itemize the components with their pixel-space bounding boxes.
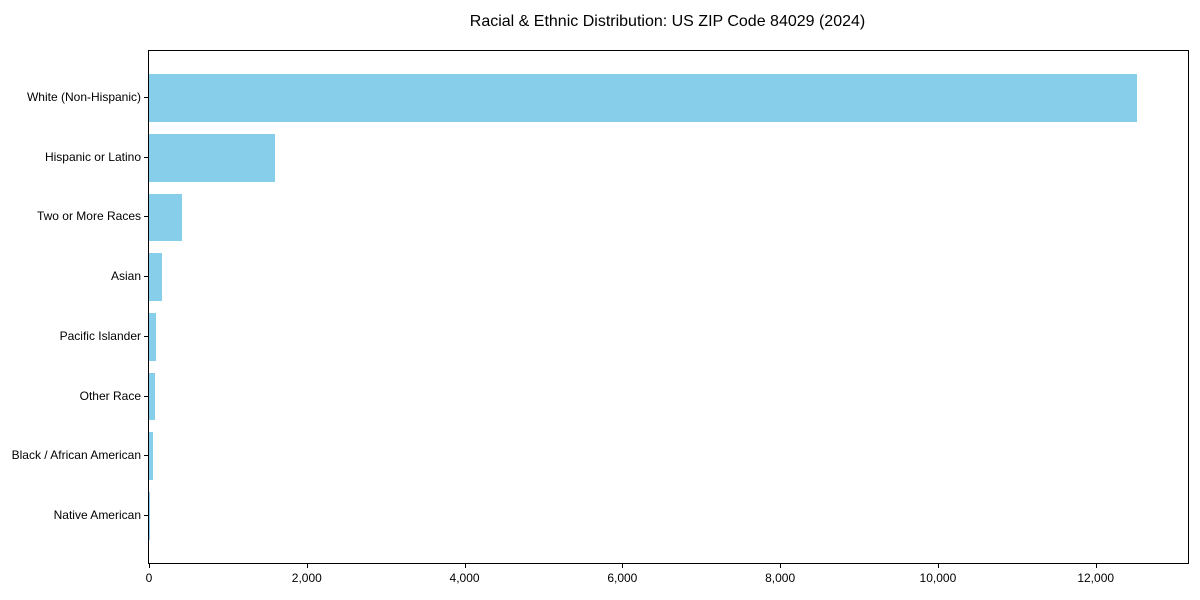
y-tick-label-pacific-islander: Pacific Islander: [59, 328, 141, 343]
y-tick-mark: [144, 276, 148, 278]
x-tick-mark: [780, 564, 782, 568]
x-tick-mark: [149, 564, 150, 568]
y-tick-label-native-american: Native American: [53, 507, 141, 522]
bar-hispanic-or-latino: [149, 133, 276, 182]
x-tick-mark: [306, 564, 308, 568]
x-tick-label-8000: 8,000: [765, 571, 796, 585]
y-tick-mark: [144, 335, 148, 337]
y-tick-mark: [144, 156, 148, 158]
y-tick-label-two-or-more-races: Two or More Races: [36, 209, 141, 224]
y-tick-mark: [144, 514, 148, 516]
x-tick-mark: [464, 564, 466, 568]
x-tick-label-12000: 12,000: [1077, 571, 1115, 585]
x-tick-label-4000: 4,000: [449, 571, 480, 585]
x-tick-mark: [937, 564, 939, 568]
y-tick-mark: [144, 216, 148, 218]
bar-native-american: [149, 491, 150, 540]
y-tick-label-other-race: Other Race: [79, 388, 141, 403]
y-tick-label-black-african-american: Black / African American: [11, 448, 141, 463]
bar-black-african-american: [149, 432, 153, 481]
y-tick-label-white-non-hispanic: White (Non-Hispanic): [26, 90, 141, 105]
y-tick-label-hispanic-or-latino: Hispanic or Latino: [44, 149, 141, 164]
chart-title: Racial & Ethnic Distribution: US ZIP Cod…: [469, 13, 866, 30]
x-tick-mark: [1095, 564, 1097, 568]
x-tick-mark: [622, 564, 624, 568]
y-tick-mark: [144, 97, 148, 99]
x-tick-label-6000: 6,000: [607, 571, 638, 585]
bar-asian: [149, 253, 162, 302]
y-tick-label-asian: Asian: [110, 269, 141, 284]
y-tick-mark: [144, 395, 148, 397]
plot-area: [148, 50, 1189, 564]
bar-pacific-islander: [149, 312, 157, 361]
x-tick-label-2000: 2,000: [291, 571, 322, 585]
bar-other-race: [149, 372, 155, 421]
bar-white-non-hispanic: [149, 74, 1137, 122]
bar-two-or-more-races: [149, 193, 183, 242]
x-tick-label-10000: 10,000: [919, 571, 957, 585]
y-tick-mark: [144, 455, 148, 457]
x-tick-label-0: 0: [145, 571, 153, 585]
